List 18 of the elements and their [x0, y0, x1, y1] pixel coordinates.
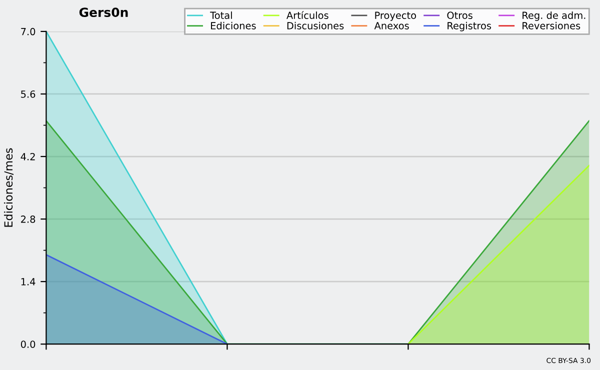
y-tick-label: 1.4 [21, 278, 36, 286]
y-tick-label: 4.2 [20, 152, 35, 160]
legend-label: Proyecto [375, 12, 416, 21]
chart-title: Gers0n [79, 8, 128, 18]
y-tick-label: 0.0 [20, 340, 36, 348]
y-tick-label: 5.6 [21, 90, 36, 98]
legend-label: Ediciones [211, 22, 256, 30]
legend-label: Anexos [374, 22, 409, 30]
y-tick-label: 7.0 [21, 28, 36, 36]
legend-label: Total [210, 11, 232, 20]
legend-label: Otros [447, 12, 472, 20]
y-tick-label: 2.8 [21, 216, 36, 223]
legend-label: Reversiones [522, 22, 580, 30]
legend-label: Artículos [286, 11, 328, 20]
legend-label: Discusiones [287, 22, 344, 30]
legend-label: Registros [448, 22, 492, 32]
y-axis-title: Ediciones/mes [4, 148, 14, 227]
legend-label: Reg. de adm. [522, 11, 586, 21]
